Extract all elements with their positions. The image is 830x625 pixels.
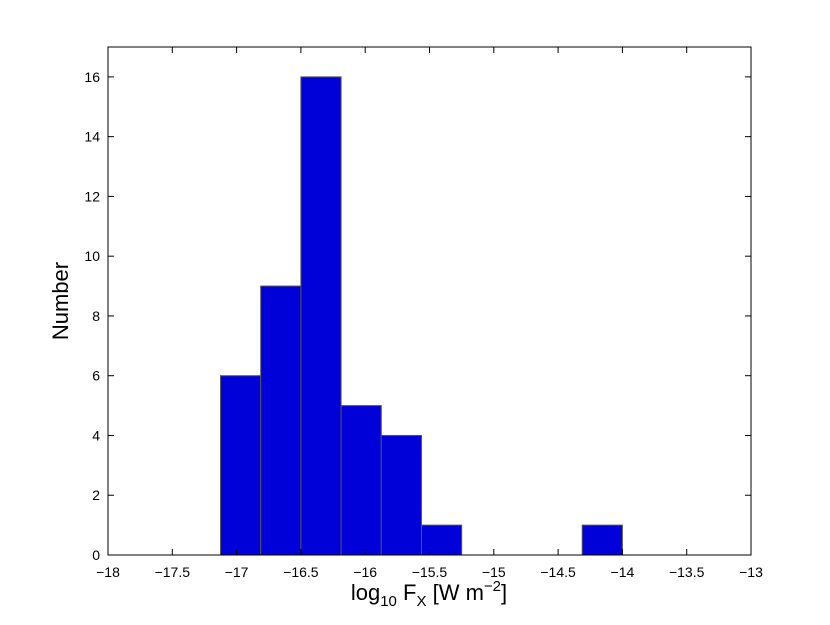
histogram-bar-4: [380, 434, 422, 556]
y-tick-label: 12: [84, 188, 100, 204]
bars-group: [220, 76, 623, 556]
plot-frame: [107, 46, 752, 556]
y-axis-title: Number: [48, 262, 73, 340]
y-axis-ticks: 0 2 4 6 8 10 12 14 16: [84, 69, 751, 563]
histogram-bar-0: [220, 375, 262, 556]
x-axis-title: log10 FX [W m−2]: [351, 578, 507, 610]
x-tick-label: −13.5: [669, 564, 705, 580]
y-tick-label: 2: [92, 487, 100, 503]
y-tick-label: 10: [84, 248, 100, 264]
x-tick-label: −14: [611, 564, 635, 580]
histogram-bar-2: [300, 76, 342, 556]
x-tick-label: −16.5: [283, 564, 319, 580]
y-tick-label: 0: [92, 547, 100, 563]
x-tick-label: −14.5: [540, 564, 576, 580]
x-tick-label: −17: [225, 564, 249, 580]
histogram-bar-5: [420, 524, 463, 556]
y-tick-label: 14: [84, 129, 100, 145]
y-tick-label: 8: [92, 308, 100, 324]
x-tick-label: −15: [482, 564, 506, 580]
x-tick-label: −18: [96, 564, 120, 580]
x-axis-ticks: −18 −17.5 −17 −16.5 −16 −15.5 −15 −14.5 −14 −13.5…: [96, 47, 763, 580]
x-tick-label: −13: [739, 564, 763, 580]
x-tick-label: −17.5: [155, 564, 191, 580]
histogram-bar-3: [340, 405, 382, 556]
histogram-bar-6: [581, 524, 623, 556]
x-tick-label: −15.5: [412, 564, 448, 580]
x-tick-label: −16: [353, 564, 377, 580]
histogram-bar-1: [260, 285, 302, 556]
y-tick-label: 4: [92, 427, 100, 443]
y-tick-label: 16: [84, 69, 100, 85]
y-tick-label: 6: [92, 368, 100, 384]
